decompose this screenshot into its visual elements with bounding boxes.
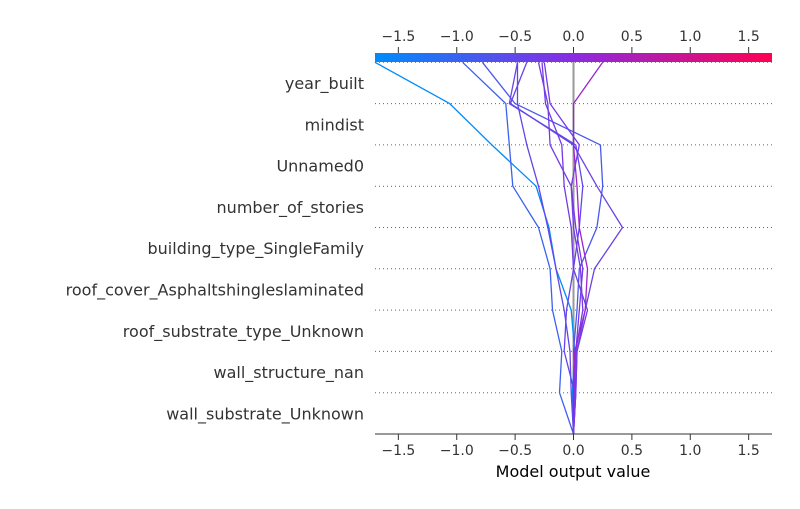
top-x-axis: −1.5 −1.0 −0.5 0.0 0.5 1.0 1.5 <box>381 29 760 53</box>
bottom-x-axis: −1.5 −1.0 −0.5 0.0 0.5 1.0 1.5 <box>381 434 760 459</box>
feature-label: roof_substrate_type_Unknown <box>123 322 364 342</box>
bottom-tick-label: −1.0 <box>440 443 474 459</box>
feature-label: wall_structure_nan <box>214 363 364 383</box>
decision-line <box>572 61 604 434</box>
bottom-tick-label: 0.5 <box>621 443 643 459</box>
colorbar <box>375 53 772 62</box>
decision-lines <box>374 61 624 435</box>
decision-line <box>541 62 589 435</box>
top-tick-label: 1.0 <box>679 29 701 45</box>
feature-label: wall_substrate_Unknown <box>166 404 364 424</box>
bottom-tick-label: −1.5 <box>381 443 415 459</box>
feature-label: roof_cover_Asphaltshingleslaminated <box>66 280 364 300</box>
top-tick-label: 1.5 <box>738 29 760 45</box>
feature-label: building_type_SingleFamily <box>148 239 365 259</box>
decision-line <box>462 61 575 435</box>
feature-label: Unnamed0 <box>276 157 364 176</box>
top-tick-label: −0.5 <box>498 29 532 45</box>
top-tick-label: 0.5 <box>621 29 643 45</box>
decision-line <box>516 62 575 435</box>
feature-label: year_built <box>285 74 364 94</box>
bottom-tick-label: 1.0 <box>679 443 701 459</box>
decision-line <box>509 62 624 435</box>
feature-label: number_of_stories <box>217 198 364 218</box>
feature-label: mindist <box>305 115 364 134</box>
top-tick-label: 0.0 <box>562 29 584 45</box>
decision-line <box>543 62 584 435</box>
bottom-tick-label: 1.5 <box>738 443 760 459</box>
bottom-tick-label: −0.5 <box>498 443 532 459</box>
top-tick-label: −1.0 <box>440 29 474 45</box>
top-tick-label: −1.5 <box>381 29 415 45</box>
bottom-tick-label: 0.0 <box>562 443 584 459</box>
x-axis-title: Model output value <box>496 462 651 481</box>
decision-line <box>481 61 604 435</box>
